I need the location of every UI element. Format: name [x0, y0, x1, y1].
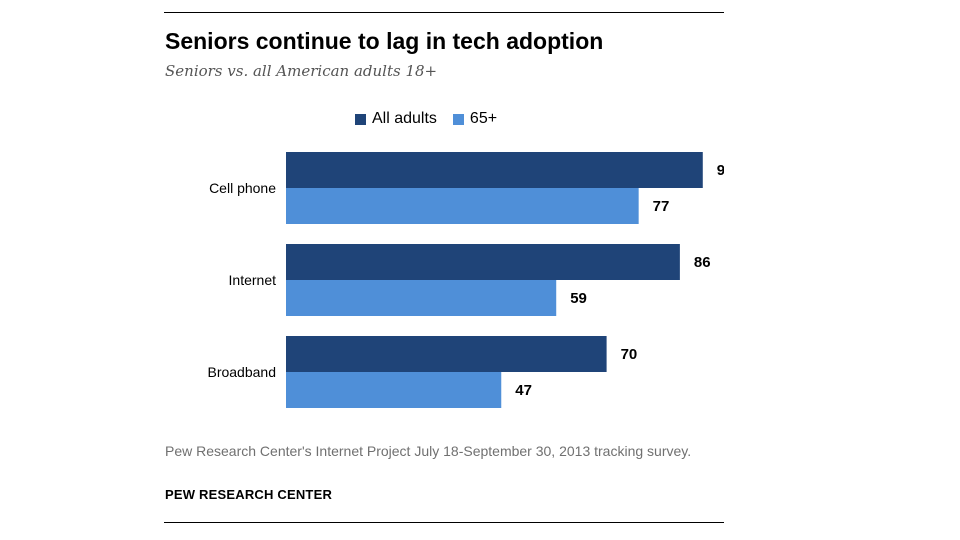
bottom-rule — [164, 522, 724, 523]
value-label-internet-65: 59 — [570, 290, 587, 307]
legend-item-all-adults: All adults — [355, 110, 437, 128]
value-label-broadband-all-adults: 70 — [621, 346, 638, 363]
legend-swatch-65-plus — [452, 113, 464, 125]
legend-item-65-plus: 65+ — [452, 110, 498, 128]
chart-title: Seniors continue to lag in tech adoption — [165, 28, 604, 54]
value-label-cell-phone-all-adults: 91 — [717, 162, 724, 179]
value-label-broadband-65: 47 — [515, 382, 532, 399]
category-label-internet: Internet — [229, 272, 277, 288]
bar-cell-phone-65 — [286, 188, 639, 224]
bar-broadband-all-adults — [286, 336, 607, 372]
category-label-cell-phone: Cell phone — [209, 180, 276, 196]
source-note: Pew Research Center's Internet Project J… — [165, 443, 692, 459]
bar-internet-all-adults — [286, 244, 680, 280]
legend-label-all-adults: All adults — [372, 110, 437, 127]
top-rule — [164, 12, 724, 13]
legend-swatch-all-adults — [355, 113, 366, 125]
category-label-broadband: Broadband — [207, 364, 276, 380]
value-label-cell-phone-65: 77 — [653, 198, 670, 215]
credit-line: PEW RESEARCH CENTER — [165, 487, 333, 502]
chart-legend: All adults 65+ — [355, 110, 513, 128]
bar-cell-phone-all-adults — [286, 152, 703, 188]
bar-internet-65 — [286, 280, 557, 316]
legend-label-65-plus: 65+ — [469, 110, 498, 127]
bar-broadband-65 — [286, 372, 502, 408]
chart-subtitle: Seniors vs. all American adults 18+ — [165, 62, 438, 80]
bar-chart: Cell phone 91 77 Internet 86 59 Broadband 70 47 — [207, 152, 724, 408]
value-label-internet-all-adults: 86 — [694, 254, 711, 271]
